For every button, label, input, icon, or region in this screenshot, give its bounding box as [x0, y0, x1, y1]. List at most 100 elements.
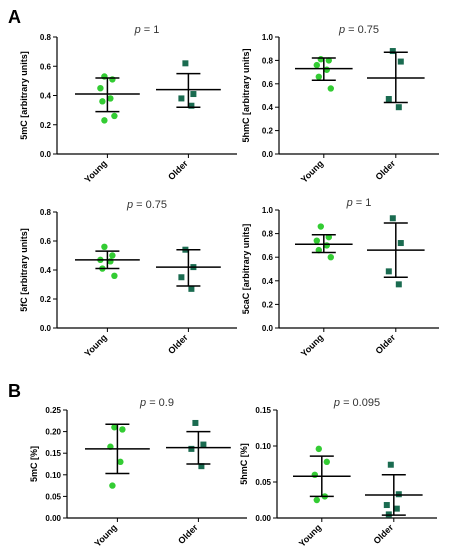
- p-value-label: p = 0.9: [139, 397, 174, 409]
- y-tick-label: 0.00: [255, 514, 271, 523]
- y-tick-label: 0.0: [40, 324, 52, 333]
- data-point-young: [323, 66, 330, 73]
- data-point-older: [395, 104, 402, 111]
- panel-label-b: B: [8, 381, 21, 401]
- y-axis-title: 5mC [arbitrary units]: [19, 51, 29, 140]
- data-point-older: [188, 102, 195, 109]
- data-point-young: [315, 73, 322, 80]
- data-point-young: [109, 76, 116, 83]
- y-tick-label: 0.25: [45, 406, 61, 415]
- chart-2: p = 0.75 0.0 0.2 0.4 0.6 0.8 1.0 5hmC [arbitrar…: [241, 24, 439, 185]
- y-tick-label: 0.8: [262, 56, 274, 65]
- x-tick-label-older: Older: [372, 522, 396, 546]
- data-point-young: [109, 482, 116, 489]
- x-tick-label-young: Young: [297, 522, 323, 548]
- data-point-older: [198, 463, 205, 470]
- y-axis-title: 5mC [%]: [29, 446, 39, 482]
- y-tick-label: 0.15: [255, 406, 271, 415]
- y-tick-label: 0.2: [40, 121, 52, 130]
- data-point-older: [188, 445, 195, 452]
- x-tick-label-older: Older: [166, 332, 190, 356]
- data-point-older: [178, 95, 185, 102]
- x-tick-label-young: Young: [299, 332, 325, 358]
- x-tick-label-young: Young: [299, 158, 325, 184]
- data-point-young: [315, 445, 322, 453]
- data-point-young: [107, 258, 114, 265]
- data-point-older: [397, 240, 404, 247]
- data-point-young: [327, 254, 334, 261]
- data-point-older: [182, 60, 189, 67]
- y-tick-label: 0.0: [262, 324, 274, 333]
- y-tick-label: 0.2: [262, 127, 274, 136]
- y-axis-title: 5caC [arbitrary units]: [241, 224, 251, 315]
- data-point-young: [313, 496, 320, 504]
- p-value-label: p = 1: [346, 197, 372, 209]
- data-point-young: [313, 61, 320, 69]
- data-point-young: [99, 98, 106, 105]
- data-point-older: [192, 419, 199, 426]
- data-point-older: [397, 58, 404, 65]
- data-point-older: [188, 285, 195, 292]
- panel-label-a: A: [8, 7, 21, 27]
- p-value-label: p = 0.095: [333, 397, 380, 409]
- chart-1: p = 1 0.0 0.2 0.4 0.6 0.8 5mC [arbitrary units…: [19, 24, 237, 185]
- data-point-young: [317, 56, 324, 63]
- x-tick-label-older: Older: [176, 522, 200, 546]
- data-point-young: [111, 112, 118, 120]
- x-tick-label-older: Older: [374, 332, 398, 356]
- data-point-older: [178, 274, 185, 281]
- y-tick-label: 0.05: [255, 478, 271, 487]
- data-point-young: [315, 246, 322, 254]
- y-tick-label: 0.6: [40, 237, 52, 246]
- y-tick-label: 0.6: [262, 253, 274, 262]
- data-point-older: [200, 441, 207, 448]
- y-tick-label: 0.8: [262, 230, 274, 239]
- chart-6: p = 0.095 0.00 0.05 0.10 0.15 5hmC [%] Young Ol…: [239, 397, 437, 549]
- y-tick-label: 0.05: [45, 492, 61, 501]
- y-axis-title: 5hmC [%]: [239, 443, 249, 485]
- data-point-older: [389, 215, 396, 222]
- x-tick-label-older: Older: [374, 158, 398, 182]
- y-tick-label: 0.0: [262, 150, 274, 159]
- data-point-young: [313, 237, 320, 244]
- y-tick-label: 0.0: [40, 150, 52, 159]
- data-point-older: [385, 96, 392, 103]
- y-axis-title: 5hmC [arbitrary units]: [241, 48, 251, 142]
- y-tick-label: 0.6: [262, 80, 274, 89]
- data-point-young: [323, 458, 330, 466]
- p-value-label: p = 1: [134, 24, 160, 36]
- data-point-young: [101, 243, 108, 250]
- data-point-young: [325, 233, 332, 241]
- data-point-young: [101, 117, 108, 124]
- y-tick-label: 0.8: [40, 208, 52, 217]
- data-point-young: [311, 471, 318, 478]
- p-value-label: p = 0.75: [126, 199, 167, 211]
- x-tick-label-young: Young: [82, 332, 108, 358]
- y-tick-label: 0.20: [45, 428, 61, 437]
- y-tick-label: 0.4: [262, 277, 274, 286]
- p-value-label: p = 0.75: [338, 24, 379, 36]
- y-tick-label: 0.10: [255, 442, 271, 451]
- y-tick-label: 0.2: [40, 295, 52, 304]
- data-point-young: [111, 272, 118, 279]
- y-tick-label: 0.6: [40, 62, 52, 71]
- chart-5: p = 0.9 0.00 0.05 0.10 0.15 0.20 0.25 5mC [%] Yo…: [29, 397, 247, 549]
- y-tick-label: 0.4: [40, 92, 52, 101]
- data-point-young: [101, 73, 108, 80]
- y-tick-label: 1.0: [262, 206, 274, 215]
- y-tick-label: 0.4: [40, 266, 52, 275]
- x-tick-label-young: Young: [92, 522, 118, 548]
- data-point-young: [109, 252, 116, 259]
- data-point-young: [327, 85, 334, 92]
- data-point-older: [387, 461, 394, 468]
- data-point-young: [111, 424, 118, 431]
- data-point-young: [119, 426, 126, 433]
- data-point-older: [395, 281, 402, 288]
- data-point-young: [323, 242, 330, 249]
- data-point-young: [97, 84, 104, 92]
- y-tick-label: 0.4: [262, 103, 274, 112]
- x-tick-label-older: Older: [166, 158, 190, 182]
- data-point-older: [383, 502, 390, 509]
- y-tick-label: 1.0: [262, 33, 274, 42]
